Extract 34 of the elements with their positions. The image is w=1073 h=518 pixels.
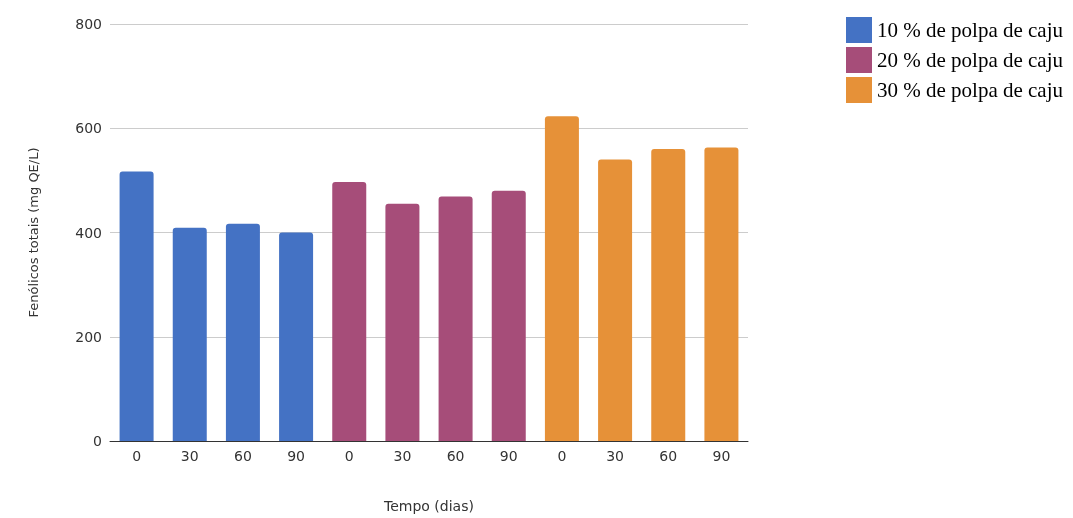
bar	[119, 171, 154, 441]
legend-label: 20 % de polpa de caju	[876, 48, 1064, 72]
y-tick-label: 600	[75, 120, 102, 137]
x-tick-label: 60	[234, 448, 252, 464]
x-tick-label: 30	[606, 448, 624, 464]
bar	[598, 159, 633, 441]
x-tick-label: 90	[499, 448, 518, 464]
y-axis-title: Fenólicos totais (mg QE/L)	[26, 147, 41, 318]
bar	[225, 223, 260, 441]
x-tick-label: 60	[659, 448, 678, 464]
bar	[172, 227, 207, 441]
legend-label: 10 % de polpa de caju	[876, 18, 1064, 42]
y-tick-label: 400	[75, 224, 102, 241]
x-tick-label: 0	[557, 448, 567, 464]
x-tick-label: 0	[132, 448, 142, 464]
bar	[491, 190, 526, 441]
bar	[438, 196, 473, 441]
y-tick-label: 0	[93, 433, 102, 449]
bar	[651, 149, 686, 441]
x-tick-label: 60	[446, 448, 465, 464]
bar	[385, 203, 420, 441]
x-axis-title: Tempo (dias)	[383, 498, 474, 514]
legend-label: 30 % de polpa de caju	[876, 78, 1064, 102]
x-tick-label: 30	[180, 448, 199, 464]
x-tick-label: 0	[344, 448, 354, 464]
bar	[544, 116, 579, 441]
x-tick-label: 90	[287, 448, 305, 464]
y-tick-label: 800	[75, 16, 102, 32]
bar	[279, 232, 314, 441]
bar	[332, 181, 367, 441]
x-tick-label: 30	[393, 448, 412, 464]
y-tick-label: 200	[75, 328, 102, 345]
x-tick-label: 90	[712, 448, 731, 464]
bar	[704, 147, 739, 441]
